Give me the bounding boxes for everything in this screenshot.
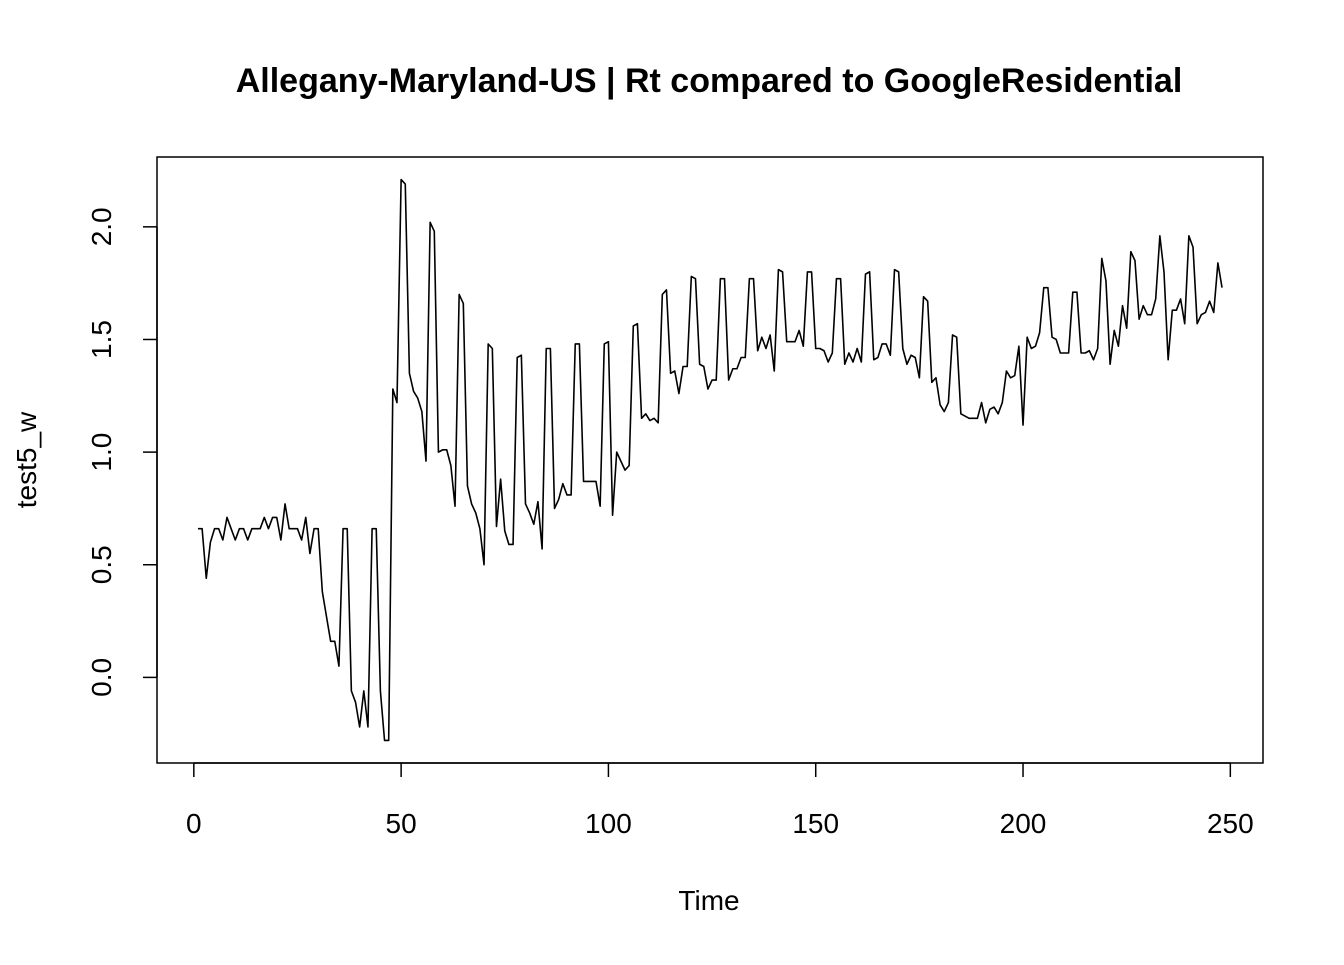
y-axis-label: test5_w bbox=[11, 411, 42, 508]
y-tick-label: 2.0 bbox=[86, 207, 117, 246]
x-tick-label: 200 bbox=[1000, 808, 1047, 839]
y-tick-label: 0.5 bbox=[86, 545, 117, 584]
data-line bbox=[197, 178, 1223, 742]
y-tick-label: 1.5 bbox=[86, 320, 117, 359]
x-axis-label: Time bbox=[678, 885, 739, 916]
y-tick-label: 0.0 bbox=[86, 658, 117, 697]
x-tick-label: 0 bbox=[186, 808, 202, 839]
x-tick-label: 50 bbox=[386, 808, 417, 839]
x-tick-label: 250 bbox=[1207, 808, 1254, 839]
chart-title: Allegany-Maryland-US | Rt compared to Go… bbox=[236, 62, 1183, 100]
x-tick-label: 150 bbox=[792, 808, 839, 839]
x-tick-label: 100 bbox=[585, 808, 632, 839]
y-tick-label: 1.0 bbox=[86, 433, 117, 472]
